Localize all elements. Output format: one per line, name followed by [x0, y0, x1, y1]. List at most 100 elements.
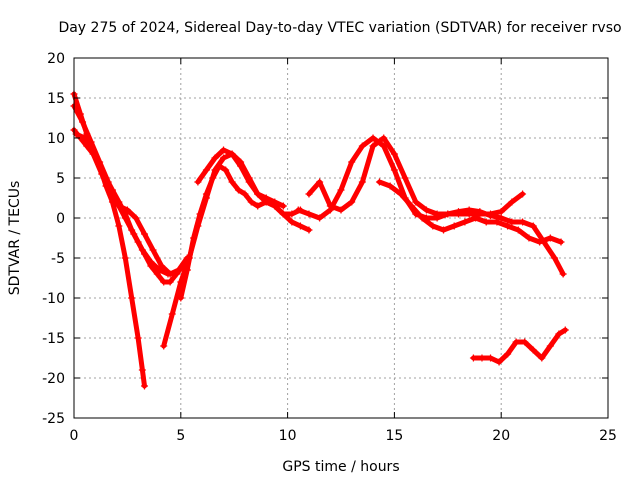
data-point — [433, 210, 441, 218]
data-point — [228, 150, 236, 158]
data-point — [166, 270, 174, 278]
data-point — [418, 214, 426, 222]
data-point — [305, 210, 313, 218]
series-line — [73, 131, 190, 277]
data-point — [358, 178, 366, 186]
data-point — [296, 222, 304, 230]
series-track-k — [469, 326, 569, 366]
data-point — [497, 214, 505, 222]
series-line — [178, 163, 303, 301]
data-point — [465, 210, 473, 218]
data-point — [220, 154, 228, 162]
data-point — [482, 218, 490, 226]
data-point — [469, 354, 477, 362]
data-point — [134, 238, 142, 246]
data-point — [497, 208, 505, 216]
data-point — [228, 178, 236, 186]
data-point — [89, 150, 97, 158]
series-track-e — [160, 150, 313, 350]
data-point — [177, 294, 185, 302]
data-point — [254, 202, 262, 210]
data-point — [234, 186, 242, 194]
data-point — [305, 190, 313, 198]
series-track-g — [194, 146, 287, 210]
data-point — [194, 178, 202, 186]
y-tick-label: 10 — [47, 131, 65, 147]
data-point — [337, 206, 345, 214]
data-point — [115, 202, 123, 210]
data-point — [337, 186, 345, 194]
data-point — [98, 170, 106, 178]
data-point — [504, 350, 512, 358]
data-point — [279, 202, 287, 210]
data-point — [529, 222, 537, 230]
data-point — [211, 154, 219, 162]
data-point — [79, 118, 87, 126]
data-point — [504, 222, 512, 230]
data-point — [380, 134, 388, 142]
data-point — [305, 226, 313, 234]
x-tick-label: 0 — [70, 428, 79, 444]
data-point — [521, 338, 529, 346]
data-point — [202, 166, 210, 174]
data-point — [422, 206, 430, 214]
data-point — [316, 178, 324, 186]
data-point — [215, 162, 223, 170]
y-tick-label: -10 — [42, 291, 65, 307]
data-point — [202, 190, 210, 198]
data-point — [529, 346, 537, 354]
axis-ticks: 0 5 10 15 20 25 -25 -20 -15 -10 -5 0 5 10 15 20 — [42, 51, 617, 444]
data-point — [538, 354, 546, 362]
data-point — [147, 262, 155, 270]
data-point — [288, 210, 296, 218]
data-point — [288, 218, 296, 226]
data-point — [262, 194, 270, 202]
data-point — [138, 366, 146, 374]
data-point — [369, 142, 377, 150]
data-point — [128, 294, 136, 302]
data-point — [358, 142, 366, 150]
y-tick-label: 15 — [47, 91, 65, 107]
y-axis-label: SDTVAR / TECUs — [7, 181, 23, 296]
y-tick-label: 0 — [56, 211, 65, 227]
data-point — [412, 198, 420, 206]
data-point — [390, 166, 398, 174]
data-point — [429, 222, 437, 230]
x-tick-label: 20 — [492, 428, 510, 444]
data-point — [536, 238, 544, 246]
data-point — [140, 382, 148, 390]
data-point — [271, 198, 279, 206]
series-track-j — [375, 178, 565, 246]
data-point — [106, 190, 114, 198]
data-point — [115, 222, 123, 230]
data-point — [559, 270, 567, 278]
data-point — [454, 210, 462, 218]
data-point — [450, 222, 458, 230]
data-point — [121, 254, 129, 262]
data-point — [461, 218, 469, 226]
data-point — [241, 190, 249, 198]
data-point — [514, 226, 522, 234]
x-tick-label: 15 — [385, 428, 403, 444]
data-point — [546, 342, 554, 350]
data-point — [348, 198, 356, 206]
plot-frame — [73, 57, 609, 419]
data-point — [546, 234, 554, 242]
data-point — [168, 310, 176, 318]
data-point — [158, 262, 166, 270]
data-point — [557, 238, 565, 246]
data-point — [525, 234, 533, 242]
data-point — [220, 146, 228, 154]
data-point — [245, 174, 253, 182]
y-tick-label: 5 — [56, 171, 65, 187]
data-point — [294, 206, 302, 214]
data-point — [190, 234, 198, 242]
data-point — [160, 342, 168, 350]
data-point — [508, 218, 516, 226]
data-point — [326, 202, 334, 210]
data-point — [519, 218, 527, 226]
data-point — [386, 182, 394, 190]
data-point — [134, 334, 142, 342]
data-point — [140, 230, 148, 238]
y-tick-label: -20 — [42, 371, 65, 387]
